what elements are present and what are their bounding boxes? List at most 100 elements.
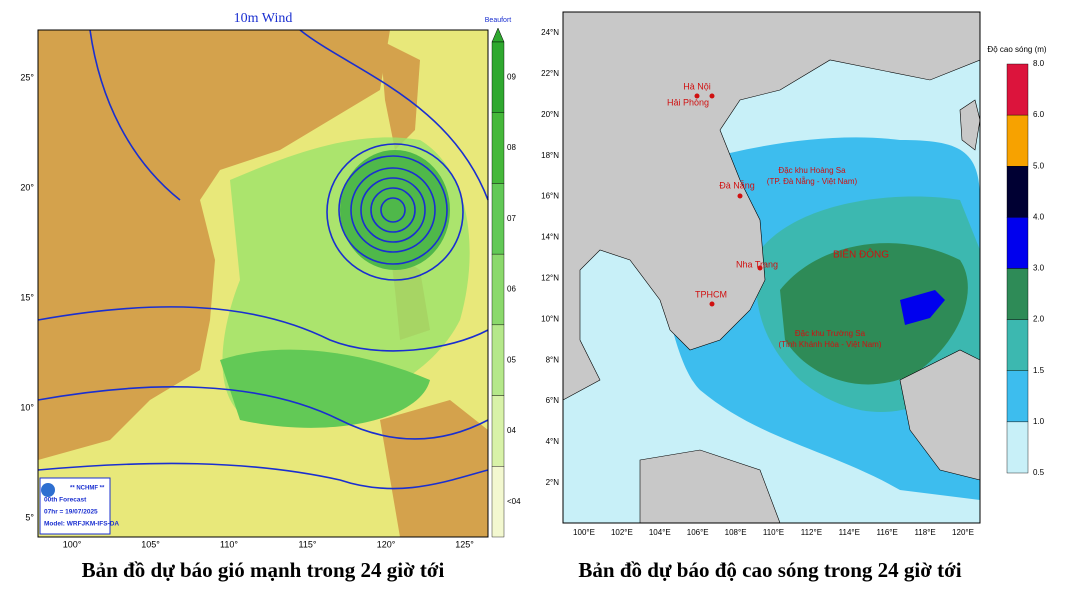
colorbar-label: 04	[507, 426, 516, 435]
annotations: Hà Nội Hải Phòng Đà Nẵng Nha Trang TPHCM Đặc …	[667, 81, 889, 349]
annotation: (TP. Đà Nẵng - Việt Nam)	[767, 177, 858, 186]
lon-label: 100°	[63, 539, 82, 549]
colorbar-label: 0.5	[1033, 468, 1045, 477]
wind-zone	[220, 349, 430, 428]
lon-label: 115°	[299, 539, 317, 549]
info-text: ** NCHMF ** 00th Forecast 07hr = 19/07/202…	[44, 486, 119, 528]
land	[959, 99, 981, 151]
colorbar-label: 08	[507, 143, 516, 152]
lat-label: 15°	[20, 292, 34, 302]
lat-label: 20°	[20, 182, 34, 192]
land	[380, 40, 420, 150]
map-frame	[37, 29, 489, 538]
land	[562, 11, 981, 401]
city-marker	[709, 301, 715, 307]
lat-label: 6°N	[546, 396, 560, 405]
colorbar-segment	[491, 41, 505, 113]
lon-label: 102°E	[611, 528, 633, 537]
colorbar-segment	[1006, 166, 1029, 218]
isobars	[37, 29, 489, 490]
lat-label: 2°N	[546, 478, 560, 487]
lon-label: 100°E	[573, 528, 595, 537]
colorbar-label: 1.5	[1033, 366, 1045, 375]
lat-label: 18°N	[541, 151, 559, 160]
lat-label: 5°	[25, 512, 34, 522]
city-marker	[737, 193, 743, 199]
colorbar-label: <04	[507, 497, 521, 506]
lon-label: 106°E	[687, 528, 709, 537]
colorbar-label: 4.0	[1033, 212, 1045, 221]
annotation: Đặc khu Trường Sa	[795, 329, 866, 338]
info-line: Model: WRFJKM-IFS-DA	[44, 521, 119, 528]
lat-label: 10°N	[541, 314, 559, 323]
city-label: TPHCM	[695, 289, 727, 299]
colorbar-segment	[491, 253, 505, 326]
lat-label: 16°N	[541, 192, 559, 201]
map-title: 10m Wind	[234, 11, 293, 26]
colorbar-segment	[1006, 319, 1029, 371]
lon-label: 104°E	[649, 528, 671, 537]
land	[639, 449, 781, 524]
colorbar-segment	[1006, 268, 1029, 320]
lat-label: 22°N	[541, 69, 559, 78]
city-marker	[709, 93, 715, 99]
lon-label: 110°E	[763, 528, 784, 537]
colorbar: 09 08 07 06 05 04 <04	[491, 27, 521, 538]
land	[380, 400, 488, 537]
legend-title: Beaufort	[485, 17, 512, 24]
colorbar-label: 2.0	[1033, 315, 1045, 324]
annotation: Đặc khu Hoàng Sa	[778, 166, 846, 175]
caption: Bản đồ dự báo độ cao sóng trong 24 giờ t…	[578, 558, 961, 582]
lon-label: 118°E	[914, 528, 935, 537]
colorbar-arrow	[491, 27, 505, 43]
colorbar-segment	[1006, 421, 1029, 474]
lat-label: 4°N	[546, 437, 560, 446]
colorbar-segment	[1006, 63, 1029, 116]
info-line: 00th Forecast	[44, 497, 87, 504]
lon-label: 112°E	[801, 528, 822, 537]
caption: Bản đồ dự báo gió mạnh trong 24 giờ tới	[82, 558, 445, 582]
lon-label: 125°	[455, 539, 474, 549]
city-label: Đà Nẵng	[719, 180, 755, 190]
lat-label: 10°	[20, 402, 34, 412]
city-marker	[757, 265, 763, 271]
lat-label: 14°N	[541, 233, 559, 242]
lon-label: 116°E	[877, 528, 898, 537]
logo	[41, 483, 55, 497]
colorbar-label: 09	[507, 72, 516, 81]
legend-title: Độ cao sóng (m)	[987, 45, 1046, 54]
city-label: Hà Nội	[683, 81, 711, 91]
colorbar-segment	[491, 112, 505, 184]
city-label: Hải Phòng	[667, 97, 709, 107]
lon-label: 114°E	[839, 528, 860, 537]
city-marker	[694, 93, 700, 99]
wave-zone	[780, 243, 968, 385]
colorbar-segment	[491, 466, 505, 538]
lat-label: 8°N	[546, 355, 560, 364]
colorbar: 8.0 6.0 5.0 4.0 3.0 2.0 1.5 1.0 0.5	[1006, 59, 1045, 477]
map-frame	[562, 11, 981, 524]
lon-label: 120°E	[952, 528, 974, 537]
wave-map: Hà Nội Hải Phòng Đà Nẵng Nha Trang TPHCM Đặc …	[562, 11, 1047, 524]
colorbar-segment	[1006, 114, 1029, 167]
lon-label: 120°	[377, 539, 396, 549]
colorbar-label: 06	[507, 285, 516, 294]
colorbar-segment	[491, 395, 505, 467]
lat-label: 25°	[20, 72, 34, 82]
lon-label: 108°E	[725, 528, 747, 537]
info-line: ** NCHMF **	[70, 486, 105, 492]
colorbar-label: 6.0	[1033, 110, 1045, 119]
lon-label: 110°	[220, 539, 238, 549]
wave-zone	[900, 290, 945, 325]
lat-label: 24°N	[541, 28, 559, 37]
lon-label: 105°	[141, 539, 160, 549]
annotation: BIỂN ĐÔNG	[833, 248, 889, 261]
lat-label: 20°N	[541, 110, 559, 119]
colorbar-label: 07	[507, 214, 516, 223]
lat-label: 12°N	[541, 274, 559, 283]
info-line: 07hr = 19/07/2025	[44, 509, 98, 516]
annotation: (Tỉnh Khánh Hòa - Việt Nam)	[778, 340, 881, 349]
wind-map: 10m Wind Beaufort 09 08 07 06 05 04 <04 ** NCH…	[37, 11, 521, 538]
city-label: Nha Trang	[736, 259, 778, 269]
